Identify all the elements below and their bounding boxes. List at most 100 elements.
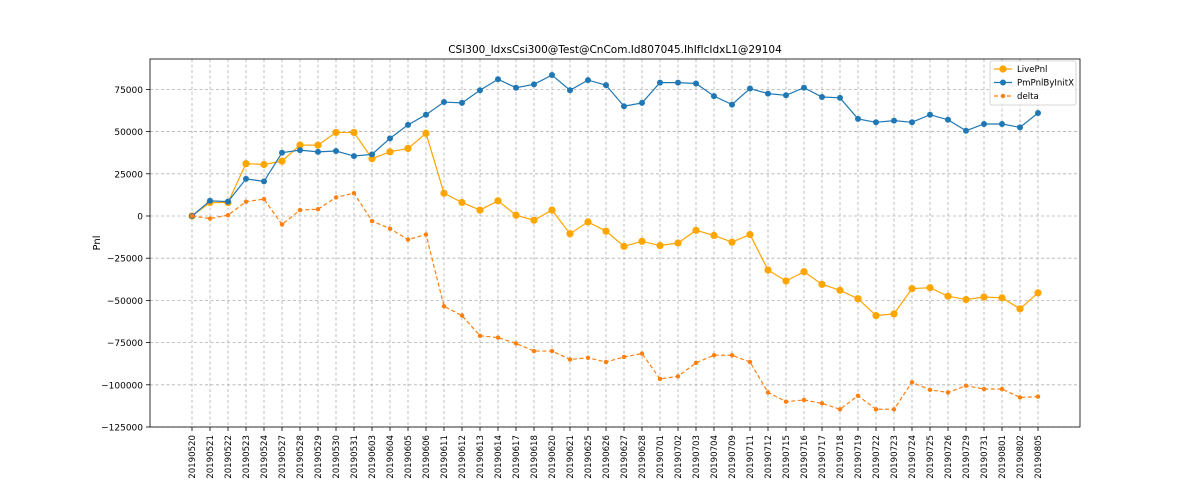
legend-label: LivePnl	[1017, 65, 1047, 75]
data-point-LivePnl	[620, 242, 628, 250]
data-point-delta	[819, 401, 825, 406]
data-point-delta	[1017, 395, 1023, 400]
x-tick-label: 20190711	[746, 435, 756, 479]
x-tick-label: 20190701	[656, 435, 666, 479]
data-point-LivePnl	[440, 189, 448, 197]
x-tick-label: 20190620	[548, 435, 558, 479]
data-point-LivePnl	[854, 295, 862, 303]
legend-entry-delta: delta	[994, 92, 1039, 102]
y-axis-label: Pnl	[92, 236, 103, 251]
data-point-delta	[657, 376, 663, 382]
data-point-PmPnlByInitX	[675, 79, 681, 86]
data-point-LivePnl	[584, 218, 592, 226]
data-point-PmPnlByInitX	[729, 101, 735, 108]
data-point-LivePnl	[548, 206, 556, 214]
data-point-LivePnl	[350, 128, 358, 137]
data-point-PmPnlByInitX	[243, 175, 249, 182]
data-point-delta	[909, 380, 915, 385]
data-point-LivePnl	[800, 268, 808, 276]
data-point-LivePnl	[746, 230, 754, 239]
axes: −125000 −100000 −75000 −50000 −25000 0 25000 50…	[101, 86, 1044, 479]
data-point-PmPnlByInitX	[909, 119, 915, 126]
x-tick-label: 20190805	[1034, 435, 1044, 479]
x-tick-label: 20190702	[674, 435, 684, 479]
data-point-LivePnl	[836, 286, 844, 294]
data-point-delta	[855, 393, 861, 398]
data-point-LivePnl	[674, 239, 682, 247]
data-point-PmPnlByInitX	[405, 121, 411, 128]
data-point-LivePnl	[386, 148, 394, 156]
x-tick-label: 20190722	[872, 435, 882, 479]
data-point-LivePnl	[638, 237, 646, 245]
x-tick-label: 20190523	[242, 435, 252, 479]
data-point-LivePnl	[1016, 305, 1024, 313]
data-point-delta	[981, 386, 987, 392]
data-point-delta	[423, 232, 429, 237]
y-tick-label: −100000	[101, 381, 143, 391]
data-point-LivePnl	[314, 141, 322, 149]
legend: LivePnl PmPnlByInitX delta	[989, 60, 1077, 106]
x-tick-label: 20190524	[260, 435, 270, 479]
data-point-PmPnlByInitX	[855, 115, 861, 122]
y-tick-label: 0	[137, 212, 143, 222]
data-point-delta	[351, 191, 357, 196]
data-point-delta	[549, 348, 555, 354]
data-point-LivePnl	[296, 141, 304, 149]
y-tick-label: −25000	[107, 255, 143, 265]
data-point-PmPnlByInitX	[1035, 110, 1041, 117]
x-tick-label: 20190628	[638, 435, 648, 479]
x-tick-label: 20190626	[602, 435, 612, 479]
data-point-PmPnlByInitX	[819, 93, 825, 100]
data-point-PmPnlByInitX	[621, 103, 627, 110]
x-tick-label: 20190605	[404, 435, 414, 479]
series-line-delta	[191, 192, 1039, 410]
data-point-PmPnlByInitX	[333, 148, 339, 154]
data-point-LivePnl	[422, 129, 430, 137]
x-tick-label: 20190611	[440, 435, 450, 479]
data-point-delta	[711, 353, 717, 358]
data-point-LivePnl	[476, 206, 484, 214]
data-point-LivePnl	[530, 216, 538, 224]
x-tick-label: 20190625	[584, 435, 594, 479]
data-point-delta	[639, 351, 645, 356]
data-point-LivePnl	[818, 280, 826, 288]
data-point-delta	[603, 359, 609, 365]
legend-marker	[999, 65, 1007, 73]
data-point-delta	[315, 207, 321, 212]
series-layer	[188, 72, 1042, 412]
x-tick-label: 20190621	[566, 435, 576, 479]
data-point-LivePnl	[494, 197, 502, 205]
x-tick-label: 20190731	[980, 435, 990, 479]
data-point-LivePnl	[782, 277, 790, 285]
data-point-PmPnlByInitX	[369, 151, 375, 158]
data-point-PmPnlByInitX	[567, 87, 573, 94]
data-point-PmPnlByInitX	[351, 153, 357, 160]
data-point-PmPnlByInitX	[783, 92, 789, 99]
data-point-delta	[225, 212, 231, 218]
series-LivePnl	[188, 128, 1042, 320]
data-point-LivePnl	[512, 211, 520, 219]
x-tick-label: 20190718	[836, 435, 846, 479]
data-point-PmPnlByInitX	[387, 135, 393, 142]
data-point-LivePnl	[458, 198, 466, 207]
x-tick-label: 20190613	[476, 435, 486, 479]
x-tick-label: 20190603	[368, 435, 378, 479]
x-tick-label: 20190521	[206, 435, 216, 479]
x-tick-label: 20190717	[818, 435, 828, 479]
y-tick-label: 75000	[114, 86, 143, 96]
data-point-PmPnlByInitX	[693, 80, 699, 87]
data-point-delta	[801, 397, 807, 403]
series-PmPnlByInitX	[189, 72, 1041, 219]
x-tick-label: 20190614	[494, 435, 504, 479]
data-point-delta	[477, 333, 483, 339]
data-point-PmPnlByInitX	[297, 147, 303, 154]
data-point-PmPnlByInitX	[207, 197, 213, 204]
x-tick-label: 20190703	[692, 435, 702, 479]
data-point-PmPnlByInitX	[1017, 124, 1023, 131]
data-point-PmPnlByInitX	[981, 120, 987, 127]
series-line-PmPnlByInitX	[191, 74, 1039, 217]
x-tick-label: 20190712	[764, 435, 774, 479]
data-point-LivePnl	[728, 238, 736, 246]
data-point-LivePnl	[962, 295, 970, 304]
